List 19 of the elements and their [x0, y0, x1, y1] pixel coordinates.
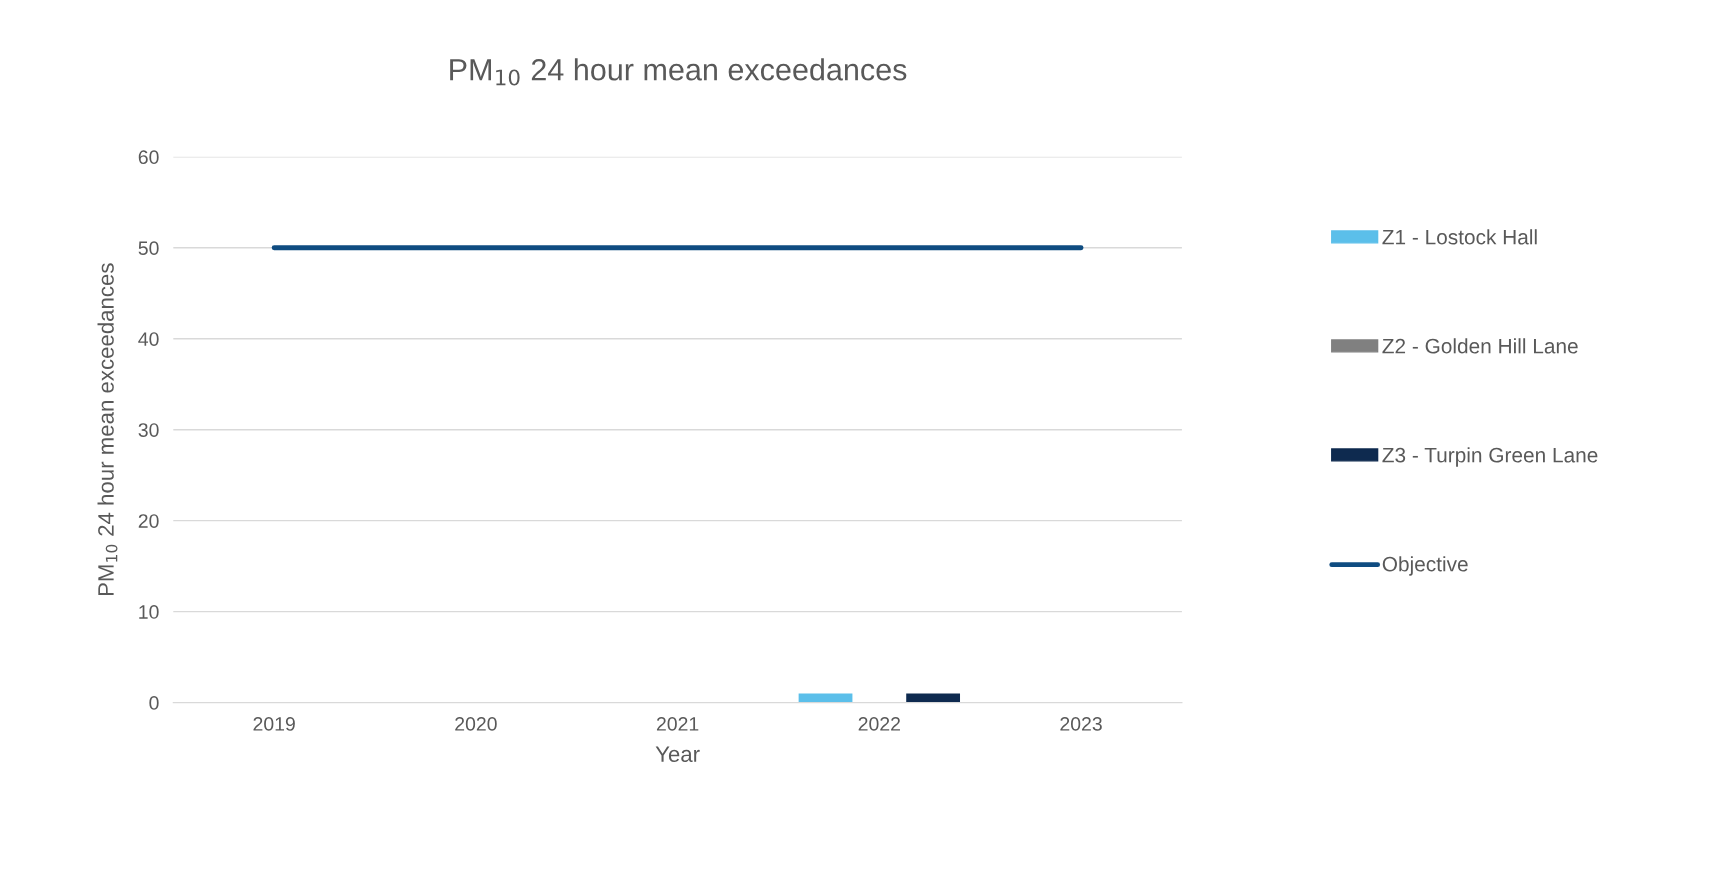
y-tick-label: 50 [138, 241, 159, 256]
y-tick-label: 30 [138, 423, 159, 437]
x-tick-label: 2019 [253, 717, 295, 731]
legend-label: Z2 - Golden Hill Lane [1382, 338, 1578, 354]
y-tick-label: 40 [138, 332, 159, 346]
y-tick-label: 60 [138, 150, 159, 165]
legend-label: Z3 - Turpin Green Lane [1382, 447, 1598, 467]
y-axis-title: PM$_{10}$ 24 hour mean exceedances [97, 263, 118, 596]
x-tick-label: 2023 [1060, 717, 1102, 731]
legend-label: Z1 - Lostock Hall [1382, 229, 1537, 245]
y-tick-label: 0 [149, 696, 159, 710]
x-axis-title: Year [655, 746, 700, 763]
x-tick-label: 2020 [455, 717, 497, 731]
y-tick-label: 10 [139, 605, 159, 619]
legend-label: Objective [1382, 556, 1468, 576]
chart-title: PM$_{10}$ 24 hour mean exceedances [450, 58, 907, 86]
x-tick-label: 2021 [656, 717, 699, 731]
y-tick-label: 20 [138, 514, 159, 528]
x-tick-label: 2022 [858, 717, 900, 731]
